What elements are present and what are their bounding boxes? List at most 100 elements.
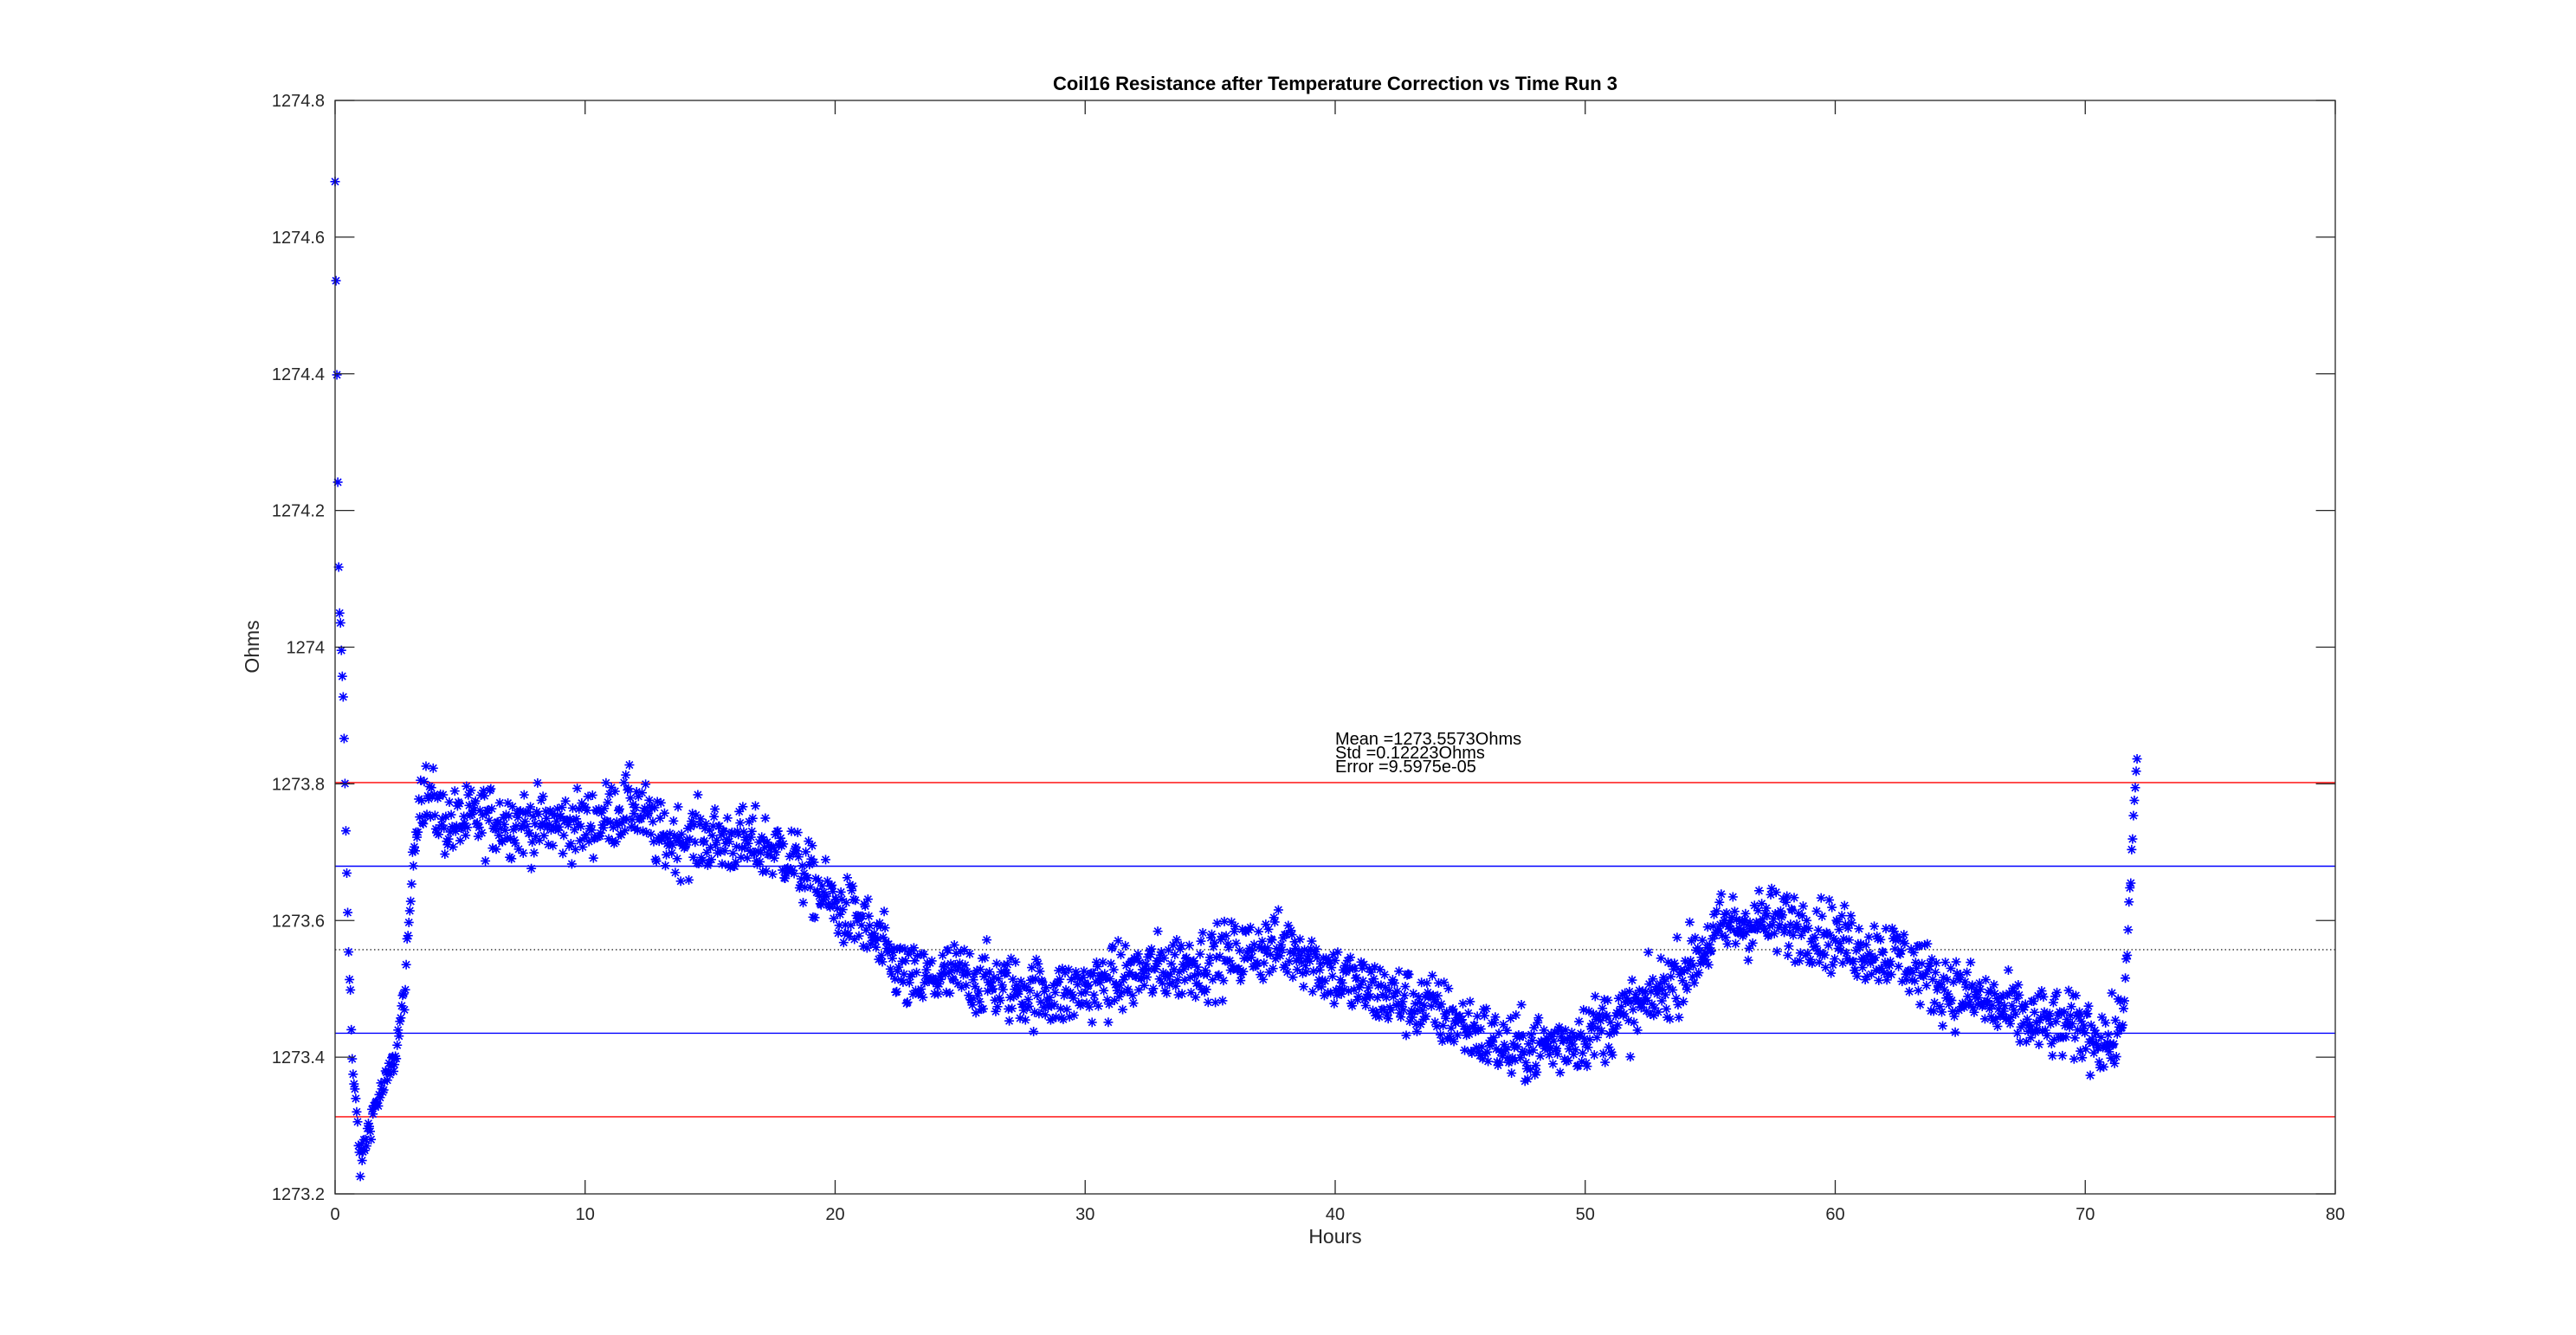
data-point	[1292, 964, 1302, 975]
plot-area	[330, 100, 2336, 1195]
data-point	[971, 1008, 981, 1018]
data-point	[337, 671, 347, 681]
data-point	[668, 816, 679, 826]
data-point	[1788, 930, 1798, 940]
data-point	[2120, 996, 2130, 1006]
data-point	[1398, 996, 1408, 1007]
data-point	[1501, 1045, 1511, 1055]
data-point	[673, 802, 683, 812]
data-point	[449, 786, 460, 796]
data-point	[1001, 968, 1011, 978]
data-point	[720, 846, 730, 856]
data-point	[1570, 1045, 1580, 1055]
data-point	[406, 879, 416, 889]
data-point	[1363, 983, 1373, 993]
data-point	[1034, 1009, 1044, 1019]
data-point	[1191, 992, 1201, 1003]
data-point	[1087, 1017, 1097, 1028]
data-point	[614, 803, 624, 814]
data-point	[1268, 964, 1278, 974]
data-point	[368, 1109, 378, 1119]
data-point	[1885, 956, 1895, 966]
data-point	[827, 880, 837, 890]
data-point	[1740, 908, 1751, 919]
data-point	[554, 822, 565, 832]
data-point	[641, 779, 651, 790]
data-point	[1465, 996, 1475, 1007]
data-point	[1804, 923, 1814, 933]
data-point	[1789, 893, 1799, 903]
y-tick-label: 1274	[287, 639, 326, 658]
data-point	[805, 882, 816, 893]
data-point	[919, 949, 929, 959]
data-point	[1706, 945, 1716, 956]
data-point	[1544, 1049, 1554, 1060]
data-point	[1837, 911, 1847, 921]
data-point	[1037, 977, 1048, 987]
data-point	[978, 1003, 988, 1014]
data-point	[672, 854, 682, 864]
data-point	[1432, 990, 1443, 1001]
data-point	[2069, 1033, 2080, 1043]
data-point	[558, 848, 568, 859]
data-point	[612, 821, 623, 831]
data-point	[813, 875, 823, 886]
data-point	[988, 984, 998, 994]
data-point	[1670, 961, 1681, 971]
data-point	[2123, 925, 2134, 935]
data-point	[1980, 975, 1991, 985]
data-point	[1874, 975, 1884, 985]
data-point	[2066, 1002, 2076, 1012]
data-point	[836, 887, 846, 897]
data-point	[1666, 971, 1676, 982]
data-point	[1258, 974, 1269, 984]
data-point	[1436, 999, 1447, 1009]
data-point	[793, 852, 804, 862]
data-point	[1878, 947, 1888, 958]
data-point	[1208, 975, 1218, 985]
data-point	[1389, 977, 1399, 988]
data-point	[701, 848, 712, 858]
data-point	[1782, 891, 1792, 901]
data-point	[1729, 906, 1740, 917]
data-point	[985, 967, 995, 977]
data-point	[1329, 998, 1340, 1009]
x-tick-labels: 0 10 20 30 40 50 60 70 80	[330, 1205, 2345, 1224]
data-point	[439, 823, 449, 834]
data-point	[912, 967, 922, 977]
data-point	[807, 841, 817, 851]
data-point	[1308, 966, 1319, 977]
data-point	[428, 763, 438, 773]
data-point	[344, 947, 354, 958]
data-point	[2108, 1039, 2119, 1049]
data-point	[1023, 994, 1033, 1004]
data-point	[1784, 941, 1794, 951]
data-point	[1674, 1012, 1684, 1022]
data-point	[1221, 931, 1231, 941]
data-point	[610, 786, 620, 796]
data-point	[1644, 979, 1655, 990]
y-tick-label: 1273.2	[272, 1185, 325, 1204]
data-point	[623, 784, 634, 794]
data-point	[2015, 1036, 2025, 1047]
data-point	[965, 949, 975, 959]
data-point	[1915, 999, 1926, 1009]
data-point	[959, 945, 970, 955]
data-point	[1476, 1042, 1487, 1052]
data-point	[1142, 972, 1152, 983]
data-point	[1360, 1000, 1371, 1010]
data-point	[1091, 957, 1101, 967]
data-point	[1966, 958, 1976, 968]
data-point	[854, 931, 864, 941]
data-point	[1627, 975, 1637, 985]
data-point	[1824, 895, 1835, 906]
data-point	[1201, 984, 1211, 995]
data-point	[1120, 940, 1131, 951]
data-point	[1098, 957, 1108, 967]
data-point	[1195, 949, 1205, 959]
data-point	[1211, 997, 1221, 1008]
data-point	[1811, 906, 1822, 916]
data-point	[491, 844, 501, 855]
data-point	[901, 956, 911, 966]
